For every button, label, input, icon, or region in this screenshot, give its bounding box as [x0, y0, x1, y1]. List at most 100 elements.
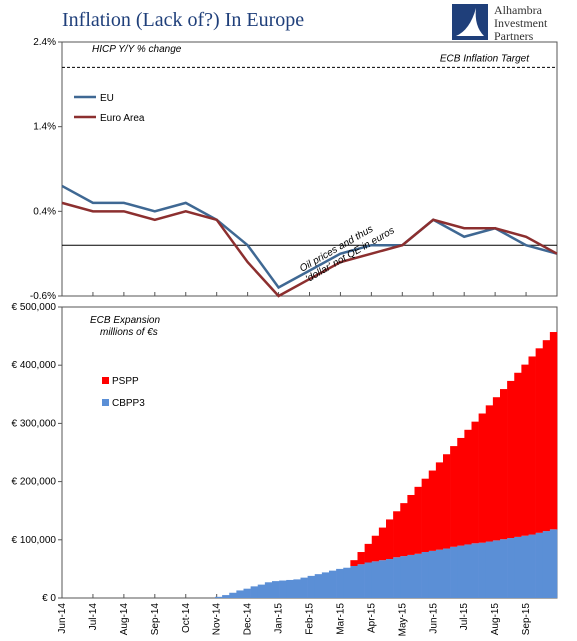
- bar-segment: [528, 534, 536, 598]
- y-tick-label: € 0: [42, 593, 56, 604]
- legend-swatch: [102, 377, 109, 384]
- y-tick-label: 1.4%: [33, 122, 56, 133]
- bar-segment: [350, 560, 358, 566]
- y-tick-label: € 400,000: [12, 360, 57, 371]
- x-tick-label: Mar-15: [335, 603, 346, 635]
- x-tick-label: Nov-14: [212, 603, 223, 636]
- bar-segment: [300, 577, 308, 598]
- x-tick-label: Sep-14: [150, 603, 161, 636]
- bar-segment: [378, 527, 387, 561]
- annotation-text: ECB Expansion: [90, 315, 160, 326]
- bar-segment: [314, 574, 323, 598]
- bar-segment: [393, 511, 401, 558]
- y-tick-label: € 200,000: [12, 477, 57, 488]
- bar-segment: [272, 581, 280, 598]
- bar-segment: [215, 596, 223, 598]
- bar-segment: [485, 541, 494, 598]
- bar-segment: [257, 584, 266, 598]
- bar-segment: [528, 356, 536, 535]
- logo-text: Alhambra: [494, 3, 543, 17]
- bar-segment: [364, 543, 373, 563]
- bar-segment: [286, 579, 294, 598]
- bar-segment: [250, 586, 259, 598]
- line: [61, 184, 558, 290]
- bar-segment: [521, 364, 529, 536]
- x-tick-label: Jun-15: [428, 603, 439, 634]
- bar-segment: [371, 561, 380, 598]
- bar-segment: [492, 540, 501, 598]
- bar-segment: [386, 559, 394, 598]
- bar-segment: [329, 570, 337, 598]
- legend-label: Euro Area: [100, 113, 145, 124]
- bar-segment: [450, 546, 458, 598]
- y-tick-label: 2.4%: [33, 37, 56, 48]
- bar-segment: [492, 397, 501, 541]
- bar-segment: [414, 553, 422, 598]
- bar-segment: [350, 565, 358, 598]
- annotation-text: millions of €s: [100, 327, 158, 338]
- legend-label: EU: [100, 93, 114, 104]
- bar-segment: [464, 429, 472, 545]
- x-tick-label: Aug-15: [490, 603, 501, 636]
- bar-segment: [236, 590, 244, 598]
- bar-segment: [293, 579, 301, 598]
- bar-segment: [264, 582, 273, 598]
- bar-segment: [500, 539, 508, 598]
- bar-segment: [542, 340, 551, 532]
- bar-segment: [450, 446, 458, 547]
- bar-segment: [428, 550, 437, 598]
- bar-segment: [386, 519, 394, 560]
- bar-segment: [336, 568, 344, 598]
- bar-segment: [443, 548, 451, 598]
- bar-segment: [514, 372, 522, 537]
- bar-segment: [500, 389, 508, 540]
- x-tick-label: Sep-15: [521, 603, 532, 636]
- subtitle: HICP Y/Y % change: [92, 44, 182, 55]
- bar-segment: [407, 494, 415, 555]
- bar-segment: [400, 556, 408, 598]
- bar-segment: [485, 405, 494, 542]
- bar-segment: [407, 554, 415, 598]
- y-tick-label: 0.4%: [33, 206, 56, 217]
- bar-segment: [364, 562, 373, 598]
- bar-segment: [464, 544, 472, 598]
- bar-segment: [507, 538, 515, 598]
- x-tick-label: Feb-15: [305, 603, 316, 635]
- x-tick-label: Apr-15: [366, 603, 377, 633]
- logo-shape: [456, 8, 484, 36]
- line: [61, 201, 558, 298]
- bar-segment: [549, 529, 558, 598]
- bar-segment: [507, 380, 515, 539]
- bar-segment: [457, 545, 465, 598]
- bar-segment: [371, 535, 380, 562]
- bar-segment: [393, 557, 401, 598]
- bar-segment: [421, 478, 430, 553]
- x-tick-label: Jan-15: [274, 603, 285, 634]
- logo: Alhambra Investment Partners: [452, 3, 548, 43]
- bar-segment: [542, 531, 551, 598]
- bar-segment: [421, 552, 430, 598]
- bar-segment: [414, 486, 422, 554]
- legend-label: PSPP: [112, 376, 139, 387]
- logo-text: Partners: [494, 29, 534, 43]
- bar-segment: [435, 549, 444, 598]
- x-tick-label: Aug-14: [119, 603, 130, 636]
- x-tick-label: Oct-14: [181, 603, 192, 633]
- bar-segment: [428, 470, 437, 551]
- bar-segment: [243, 588, 251, 598]
- y-tick-label: € 500,000: [12, 302, 57, 313]
- bar-segment: [478, 413, 487, 543]
- legend-label: CBPP3: [112, 398, 145, 409]
- logo-text: Investment: [494, 16, 548, 30]
- x-tick-label: Dec-14: [243, 603, 254, 636]
- bar-segment: [478, 542, 487, 598]
- bar-segment: [514, 536, 522, 598]
- bar-segment: [521, 535, 529, 598]
- bar-segment: [535, 348, 544, 533]
- bar-segment: [471, 421, 479, 544]
- target-label: ECB Inflation Target: [440, 53, 530, 64]
- bar-segment: [457, 437, 465, 546]
- bar-segment: [222, 595, 230, 598]
- bar-segment: [443, 454, 451, 549]
